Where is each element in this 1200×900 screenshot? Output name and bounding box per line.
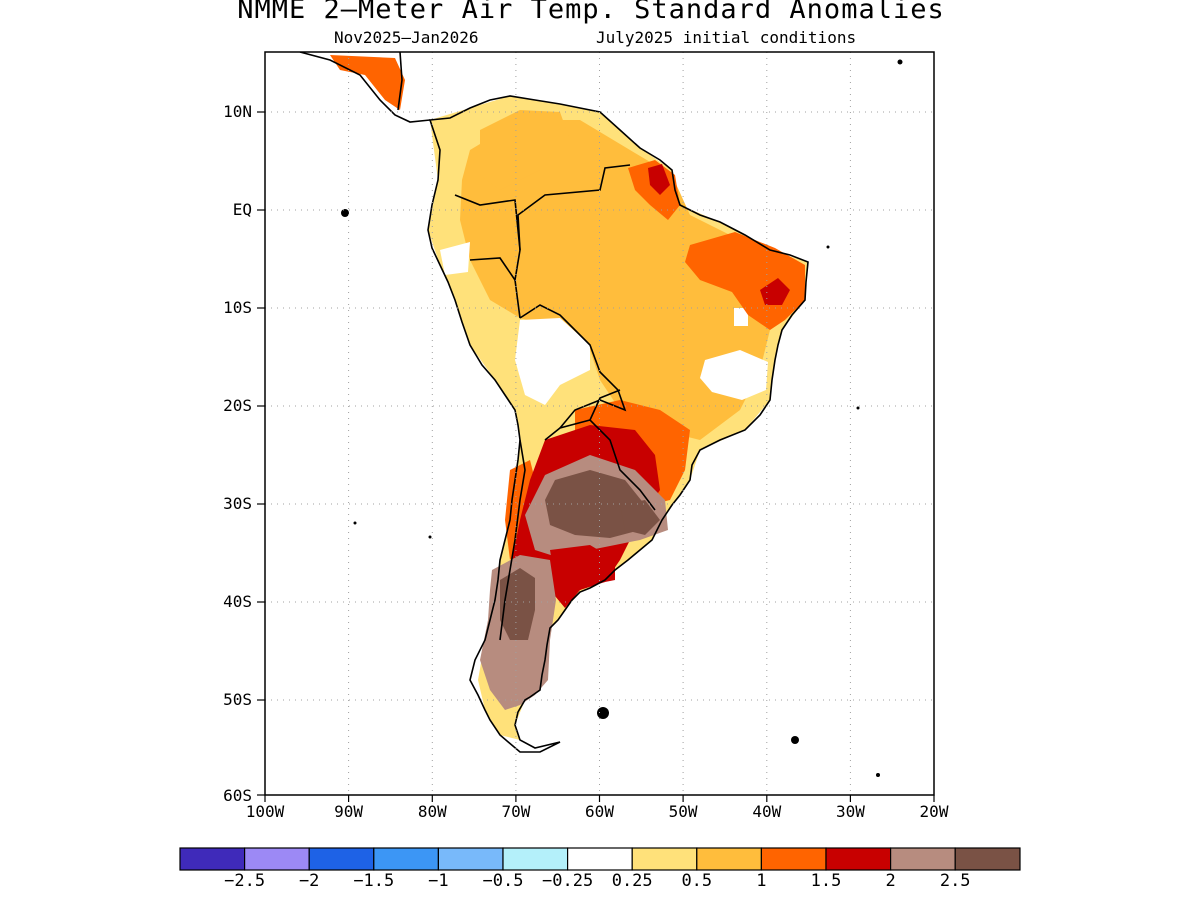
- border-argentina: [544, 389, 656, 511]
- lat-label-50s: 50S: [223, 690, 252, 709]
- lon-label-90w: 90W: [334, 802, 364, 821]
- shade-ceara-hot: [760, 278, 790, 305]
- shade-northeast-brazil: [685, 232, 805, 330]
- lon-label-30w: 30W: [835, 802, 865, 821]
- colorbar-label: −0.25: [542, 871, 594, 891]
- colorbar-swatch-12: [954, 847, 1021, 871]
- shade-amapa: [628, 160, 680, 220]
- colorbar-label: 0.5: [681, 871, 713, 891]
- coastlines: [299, 52, 809, 753]
- shade-amazon: [460, 120, 785, 440]
- initial-conditions: July2025 initial conditions: [596, 28, 857, 47]
- island-south-sandwich: [876, 773, 880, 777]
- colorbar-label: 2: [885, 871, 896, 891]
- shade-pixel-white: [734, 308, 748, 326]
- colorbar-label: 1: [756, 871, 767, 891]
- colorbar-label: −2.5: [224, 871, 266, 891]
- colorbar-swatch-7: [631, 847, 698, 871]
- lat-label-10n: 10N: [223, 102, 252, 121]
- shade-central-america: [330, 55, 405, 110]
- lon-label-60w: 60W: [585, 802, 614, 821]
- colorbar-swatch-1: [244, 847, 310, 871]
- island-cape-verde: [897, 59, 903, 65]
- lat-label-60s: 60S: [223, 786, 252, 805]
- lat-label-eq: EQ: [232, 200, 252, 219]
- colorbar-swatch-0: [179, 847, 246, 871]
- islands: [341, 59, 903, 777]
- lat-label-30s: 30S: [223, 494, 252, 513]
- lat-label-40s: 40S: [223, 592, 252, 611]
- shade-north-coast: [480, 110, 570, 190]
- lon-label-50w: 50W: [668, 802, 698, 821]
- shade-brazil-highlands-white: [700, 350, 768, 400]
- colorbar-swatch-4: [437, 847, 504, 871]
- island-fernando: [826, 245, 830, 249]
- anomaly-field: [330, 55, 808, 740]
- colorbar-swatch-9: [760, 847, 827, 871]
- colorbar-label: −1.5: [353, 871, 395, 891]
- colorbar-label: −1: [428, 871, 449, 891]
- shade-amapa-hot: [648, 164, 670, 195]
- island-trindade: [856, 406, 860, 410]
- colorbar-label: 2.5: [939, 871, 971, 891]
- colorbar-swatch-8: [696, 847, 762, 871]
- colorbar-label: 0.25: [611, 871, 653, 891]
- forecast-period: Nov2025–Jan2026: [334, 28, 479, 47]
- lon-label-100w: 100W: [245, 802, 285, 821]
- colorbar-label: 1.5: [810, 871, 842, 891]
- colorbar-swatch-3: [373, 847, 439, 871]
- lon-label-20w: 20W: [919, 802, 949, 821]
- island-falklands: [597, 707, 609, 719]
- lat-label-20s: 20S: [223, 396, 252, 415]
- island-galapagos: [341, 209, 349, 217]
- colorbar-label: −2: [298, 871, 320, 891]
- island-juan-fernandez: [428, 535, 432, 539]
- colorbar-swatch-6: [566, 847, 633, 871]
- lon-label-40w: 40W: [752, 802, 782, 821]
- shade-bolivia-white: [515, 318, 590, 405]
- island-south-georgia: [791, 736, 799, 744]
- lon-label-80w: 80W: [417, 802, 447, 821]
- axis-ticks: [257, 111, 935, 802]
- map-title: NMME 2–Meter Air Temp. Standard Anomalie…: [237, 0, 945, 25]
- coastline-central-america: [299, 52, 431, 123]
- lon-label-70w: 70W: [501, 802, 531, 821]
- colorbar-label: −0.5: [482, 871, 524, 891]
- shade-patagonia-dark: [500, 568, 535, 640]
- shade-ecuador-white: [440, 242, 470, 275]
- coastline-south-america: [427, 95, 809, 753]
- colorbar-swatch-5: [502, 847, 569, 871]
- colorbar: [179, 847, 1021, 871]
- island-san-felix: [353, 521, 357, 525]
- border-andes: [454, 194, 526, 641]
- colorbar-swatch-10: [825, 847, 892, 871]
- colorbar-swatch-2: [308, 847, 375, 871]
- shade-uruguay-dark: [620, 500, 660, 535]
- colorbar-swatch-11: [889, 847, 956, 871]
- lat-label-10s: 10S: [223, 298, 252, 317]
